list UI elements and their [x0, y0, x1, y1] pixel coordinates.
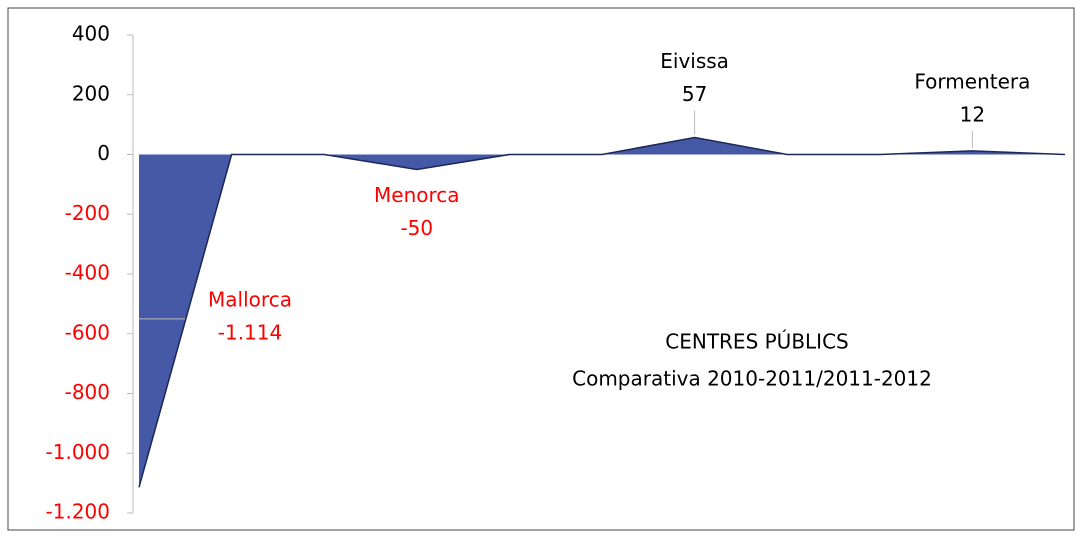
annotation: CENTRES PÚBLICS [665, 330, 849, 354]
data-label-name: Formentera [914, 69, 1030, 93]
data-label: -1.114 [218, 320, 282, 344]
area-outline [138, 136, 1066, 488]
y-tick-label: -200 [65, 201, 110, 225]
data-label: 12 [960, 102, 985, 126]
y-tick-label: -400 [65, 261, 110, 285]
data-label: 57 [682, 82, 707, 106]
y-tick-label: -800 [65, 380, 110, 404]
annotation: Comparativa 2010-2011/2011-2012 [572, 367, 932, 391]
data-label-name: Menorca [374, 183, 460, 207]
y-tick-label: 200 [72, 81, 110, 105]
y-tick-label: -1.200 [46, 500, 110, 524]
y-tick-label: -600 [65, 320, 110, 344]
y-tick-label: 0 [97, 141, 110, 165]
data-label-name: Eivissa [660, 49, 729, 73]
data-label-name: Mallorca [208, 287, 292, 311]
data-label: -50 [400, 216, 433, 240]
y-tick-label: -1.000 [46, 440, 110, 464]
y-tick-label: 400 [72, 22, 110, 46]
